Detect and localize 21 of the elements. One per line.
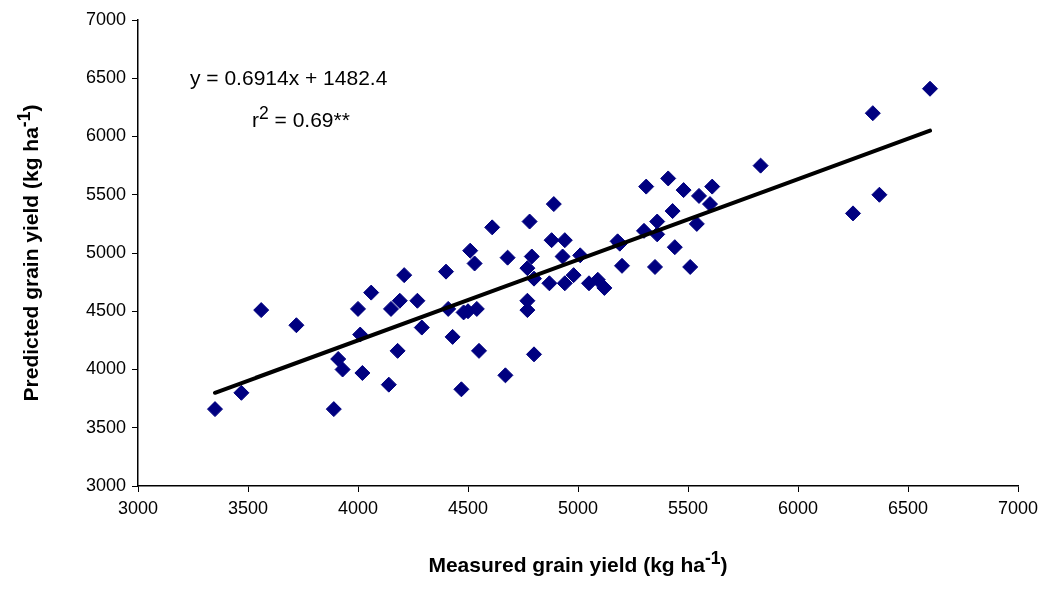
y-tick-label: 6500 bbox=[85, 67, 126, 88]
y-tick-label: 5000 bbox=[85, 241, 126, 262]
y-tick-label: 6000 bbox=[85, 125, 126, 146]
y-tick-label: 4500 bbox=[85, 300, 126, 321]
y-tick-label: 5500 bbox=[85, 183, 126, 204]
x-tick-label: 4500 bbox=[447, 497, 489, 518]
x-tick-label: 3000 bbox=[117, 497, 159, 518]
annotation: y = 0.6914x + 1482.4 bbox=[190, 66, 388, 90]
annotation: r$^{2}$ = 0.69** bbox=[252, 103, 350, 132]
y-tick-label: 4000 bbox=[85, 358, 126, 379]
x-tick-label: 5000 bbox=[557, 497, 599, 518]
x-axis-title: Measured grain yield (kg ha$^{-1}$) bbox=[428, 548, 728, 577]
x-tick-label: 3500 bbox=[227, 497, 269, 518]
x-tick-label: 6000 bbox=[777, 497, 819, 518]
x-tick-label: 6500 bbox=[887, 497, 929, 518]
y-tick-label: 7000 bbox=[85, 8, 126, 29]
y-tick-label: 3000 bbox=[85, 474, 126, 495]
y-tick-label: 3500 bbox=[85, 416, 126, 437]
x-tick-label: 7000 bbox=[997, 497, 1039, 518]
x-tick-label: 5500 bbox=[667, 497, 709, 518]
x-tick-label: 4000 bbox=[337, 497, 379, 518]
